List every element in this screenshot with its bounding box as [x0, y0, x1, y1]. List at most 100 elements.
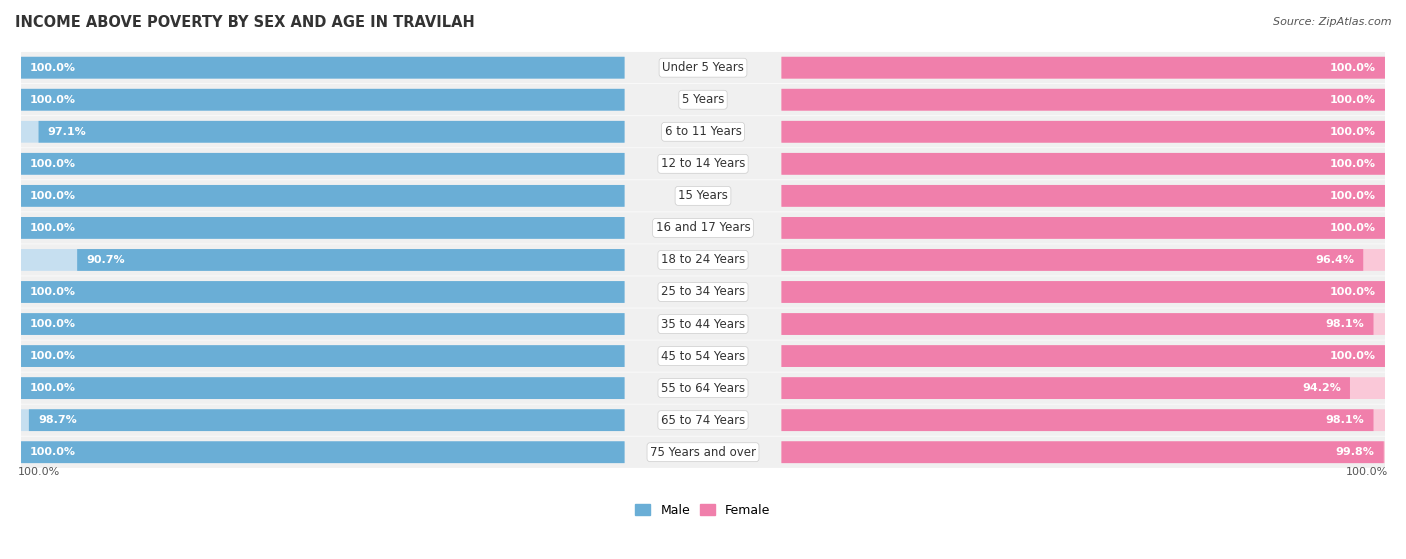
FancyBboxPatch shape — [21, 249, 624, 271]
FancyBboxPatch shape — [782, 377, 1385, 399]
Text: 100.0%: 100.0% — [30, 63, 76, 73]
FancyBboxPatch shape — [21, 281, 624, 303]
FancyBboxPatch shape — [21, 372, 1385, 404]
FancyBboxPatch shape — [21, 180, 1385, 211]
Text: 100.0%: 100.0% — [30, 287, 76, 297]
Text: 6 to 11 Years: 6 to 11 Years — [665, 125, 741, 138]
FancyBboxPatch shape — [782, 345, 1385, 367]
Text: 75 Years and over: 75 Years and over — [650, 446, 756, 459]
Text: 100.0%: 100.0% — [18, 467, 60, 477]
Text: 94.2%: 94.2% — [1302, 383, 1341, 393]
FancyBboxPatch shape — [21, 89, 624, 111]
FancyBboxPatch shape — [21, 409, 624, 431]
FancyBboxPatch shape — [782, 57, 1385, 79]
FancyBboxPatch shape — [21, 121, 624, 143]
FancyBboxPatch shape — [21, 441, 624, 463]
FancyBboxPatch shape — [21, 313, 624, 335]
Text: 100.0%: 100.0% — [1330, 191, 1376, 201]
Text: 100.0%: 100.0% — [1330, 287, 1376, 297]
FancyBboxPatch shape — [21, 345, 624, 367]
Text: 35 to 44 Years: 35 to 44 Years — [661, 318, 745, 330]
Text: 97.1%: 97.1% — [48, 127, 86, 137]
FancyBboxPatch shape — [21, 57, 624, 79]
Text: 100.0%: 100.0% — [30, 191, 76, 201]
FancyBboxPatch shape — [21, 377, 624, 399]
Legend: Male, Female: Male, Female — [630, 499, 776, 522]
FancyBboxPatch shape — [782, 249, 1364, 271]
FancyBboxPatch shape — [21, 217, 624, 239]
FancyBboxPatch shape — [21, 437, 1385, 468]
Text: 100.0%: 100.0% — [1330, 63, 1376, 73]
Text: Source: ZipAtlas.com: Source: ZipAtlas.com — [1274, 17, 1392, 27]
Text: 100.0%: 100.0% — [30, 351, 76, 361]
Text: 100.0%: 100.0% — [30, 94, 76, 105]
Text: Under 5 Years: Under 5 Years — [662, 61, 744, 74]
Text: 45 to 54 Years: 45 to 54 Years — [661, 349, 745, 363]
FancyBboxPatch shape — [782, 153, 1385, 175]
FancyBboxPatch shape — [21, 377, 624, 399]
FancyBboxPatch shape — [21, 309, 1385, 340]
Text: 100.0%: 100.0% — [30, 447, 76, 457]
Text: 16 and 17 Years: 16 and 17 Years — [655, 221, 751, 234]
Text: 100.0%: 100.0% — [1346, 467, 1388, 477]
FancyBboxPatch shape — [782, 121, 1385, 143]
FancyBboxPatch shape — [782, 441, 1385, 463]
Text: 100.0%: 100.0% — [30, 159, 76, 169]
Text: 100.0%: 100.0% — [30, 383, 76, 393]
FancyBboxPatch shape — [782, 345, 1385, 367]
FancyBboxPatch shape — [21, 52, 1385, 83]
FancyBboxPatch shape — [782, 249, 1385, 271]
FancyBboxPatch shape — [21, 405, 1385, 436]
FancyBboxPatch shape — [21, 116, 1385, 148]
FancyBboxPatch shape — [21, 276, 1385, 307]
Text: 25 to 34 Years: 25 to 34 Years — [661, 286, 745, 299]
FancyBboxPatch shape — [782, 185, 1385, 207]
Text: 100.0%: 100.0% — [1330, 94, 1376, 105]
Text: 98.1%: 98.1% — [1326, 415, 1364, 425]
Text: 18 to 24 Years: 18 to 24 Years — [661, 253, 745, 267]
Text: 90.7%: 90.7% — [86, 255, 125, 265]
FancyBboxPatch shape — [21, 84, 1385, 116]
FancyBboxPatch shape — [21, 212, 1385, 244]
FancyBboxPatch shape — [782, 281, 1385, 303]
FancyBboxPatch shape — [782, 153, 1385, 175]
FancyBboxPatch shape — [782, 217, 1385, 239]
FancyBboxPatch shape — [782, 409, 1385, 431]
FancyBboxPatch shape — [782, 409, 1374, 431]
Text: 100.0%: 100.0% — [1330, 351, 1376, 361]
Text: 5 Years: 5 Years — [682, 93, 724, 106]
Text: 100.0%: 100.0% — [1330, 223, 1376, 233]
Text: 100.0%: 100.0% — [30, 319, 76, 329]
FancyBboxPatch shape — [782, 313, 1374, 335]
FancyBboxPatch shape — [782, 185, 1385, 207]
FancyBboxPatch shape — [782, 281, 1385, 303]
Text: 96.4%: 96.4% — [1315, 255, 1354, 265]
FancyBboxPatch shape — [782, 313, 1385, 335]
Text: 100.0%: 100.0% — [1330, 159, 1376, 169]
FancyBboxPatch shape — [30, 409, 624, 431]
FancyBboxPatch shape — [21, 153, 624, 175]
FancyBboxPatch shape — [21, 281, 624, 303]
FancyBboxPatch shape — [21, 217, 624, 239]
FancyBboxPatch shape — [21, 244, 1385, 276]
FancyBboxPatch shape — [21, 185, 624, 207]
Text: 100.0%: 100.0% — [30, 223, 76, 233]
FancyBboxPatch shape — [21, 313, 624, 335]
FancyBboxPatch shape — [782, 377, 1350, 399]
FancyBboxPatch shape — [782, 217, 1385, 239]
FancyBboxPatch shape — [782, 89, 1385, 111]
Text: 15 Years: 15 Years — [678, 190, 728, 202]
Text: 98.7%: 98.7% — [38, 415, 77, 425]
FancyBboxPatch shape — [21, 148, 1385, 179]
FancyBboxPatch shape — [782, 89, 1385, 111]
FancyBboxPatch shape — [77, 249, 624, 271]
FancyBboxPatch shape — [21, 345, 624, 367]
FancyBboxPatch shape — [38, 121, 624, 143]
Text: 55 to 64 Years: 55 to 64 Years — [661, 382, 745, 395]
Text: 12 to 14 Years: 12 to 14 Years — [661, 157, 745, 170]
FancyBboxPatch shape — [21, 89, 624, 111]
FancyBboxPatch shape — [21, 340, 1385, 372]
FancyBboxPatch shape — [782, 57, 1385, 79]
Text: INCOME ABOVE POVERTY BY SEX AND AGE IN TRAVILAH: INCOME ABOVE POVERTY BY SEX AND AGE IN T… — [15, 15, 475, 30]
Text: 99.8%: 99.8% — [1336, 447, 1375, 457]
